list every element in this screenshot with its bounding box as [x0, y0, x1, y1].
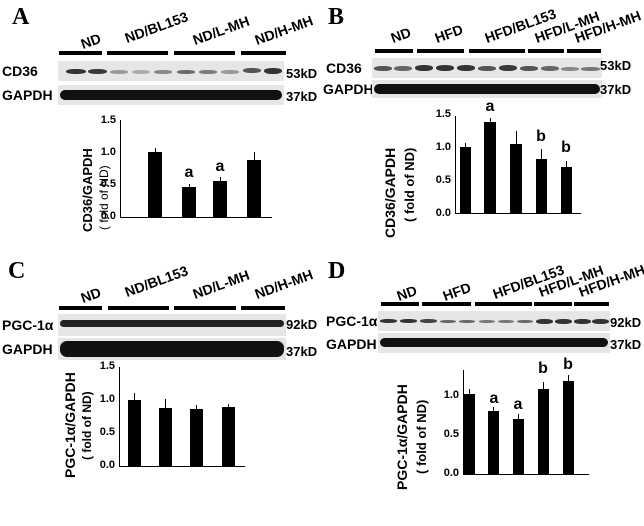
bar	[148, 152, 162, 217]
protein-label: GAPDH	[323, 81, 374, 97]
y-tick: 1.0	[435, 141, 451, 153]
group-bar	[59, 306, 102, 310]
blot-strip-gapdh	[58, 85, 284, 105]
kd-label: 53kD	[600, 58, 632, 73]
group-bar	[534, 302, 572, 306]
significance-label: b	[561, 139, 571, 156]
blot-strip-cd36	[58, 61, 284, 81]
blot-strip-pgc1a	[58, 314, 286, 336]
y-tick: 0.0	[443, 467, 459, 479]
y-tick: 0.0	[435, 207, 451, 219]
panel-letter: D	[328, 258, 346, 284]
y-tick: 0.0	[100, 210, 116, 222]
group-label: ND	[394, 282, 420, 304]
group-bar	[174, 306, 236, 310]
bar	[222, 407, 235, 466]
group-bar	[567, 49, 601, 53]
bar	[513, 419, 524, 474]
group-label: HFD	[440, 279, 474, 304]
significance-label: a	[184, 164, 194, 181]
bar	[213, 181, 227, 217]
group-bar	[174, 51, 235, 55]
bar	[561, 167, 572, 213]
bar	[190, 409, 203, 466]
bar	[247, 160, 261, 217]
bar	[182, 187, 196, 217]
protein-label: PGC-1α	[326, 313, 378, 329]
protein-label: PGC-1α	[2, 317, 54, 333]
significance-label: a	[485, 98, 495, 115]
group-bar	[59, 51, 102, 55]
significance-label: b	[563, 356, 573, 373]
group-bar	[528, 49, 564, 53]
bar	[563, 381, 574, 474]
bar	[536, 159, 547, 213]
kd-label: 37kD	[286, 344, 318, 359]
group-bar	[241, 306, 285, 310]
panel-letter: B	[328, 4, 345, 30]
y-tick: 1.5	[99, 360, 115, 372]
panel-letter: A	[12, 4, 30, 30]
blot-strip-cd36	[372, 58, 602, 78]
panel-b: B ND HFD HFD/BL153 HFD/L-MH HFD/H-MH CD3…	[0, 0, 644, 256]
significance-label: a	[513, 396, 523, 413]
y-tick: 0.5	[99, 426, 115, 438]
bar	[460, 147, 471, 213]
bar	[488, 411, 499, 474]
group-bar	[375, 49, 413, 53]
kd-label: 53kD	[286, 66, 318, 81]
bar	[484, 122, 496, 213]
y-tick: 1.0	[100, 146, 116, 158]
panel-letter: C	[8, 258, 26, 284]
protein-label: CD36	[326, 60, 362, 76]
group-bar	[422, 302, 471, 306]
y-tick: 0.5	[435, 174, 451, 186]
significance-label: a	[215, 158, 225, 175]
y-tick: 0.0	[99, 459, 115, 471]
y-tick: 1.0	[99, 393, 115, 405]
blot-strip-gapdh	[58, 338, 286, 360]
protein-label: GAPDH	[326, 336, 377, 352]
group-bar	[417, 49, 464, 53]
significance-label: b	[538, 360, 548, 377]
y-tick: 0.5	[443, 428, 459, 440]
group-bar	[469, 49, 525, 53]
panel-a: A ND ND/BL153 ND/L-MH ND/H-MH CD36 53kD …	[0, 0, 322, 256]
group-bar	[475, 302, 532, 306]
bar	[538, 389, 549, 474]
kd-label: 92kD	[610, 315, 642, 330]
blot-strip-gapdh	[372, 80, 602, 98]
y-axis-label: ( fold of ND)	[414, 399, 429, 474]
bar	[128, 400, 141, 466]
kd-label: 37kD	[610, 337, 642, 352]
bar	[464, 394, 475, 474]
bar	[510, 144, 522, 213]
y-tick: 0.5	[100, 178, 116, 190]
kd-label: 37kD	[286, 89, 318, 104]
y-tick: 1.5	[435, 108, 451, 120]
protein-label: CD36	[2, 63, 38, 79]
protein-label: GAPDH	[2, 341, 53, 357]
protein-label: GAPDH	[2, 87, 53, 103]
group-bar	[107, 51, 168, 55]
group-bar	[381, 302, 419, 306]
kd-label: 92kD	[286, 317, 318, 332]
group-bar	[108, 306, 169, 310]
kd-label: 37kD	[600, 82, 632, 97]
significance-label: b	[536, 128, 546, 145]
bar	[159, 408, 172, 466]
y-tick: 1.0	[443, 389, 459, 401]
blot-strip-gapdh	[378, 333, 610, 353]
group-bar	[241, 51, 286, 55]
blot-strip-pgc1a	[378, 311, 610, 331]
y-axis-label: PGC-1α/GAPDH	[394, 384, 410, 490]
significance-label: a	[489, 390, 499, 407]
panel-c: C ND ND/BL153 ND/L-MH ND/H-MH PGC-1α 92k…	[2, 258, 318, 478]
y-tick: 1.5	[100, 114, 116, 126]
group-bar	[574, 302, 609, 306]
